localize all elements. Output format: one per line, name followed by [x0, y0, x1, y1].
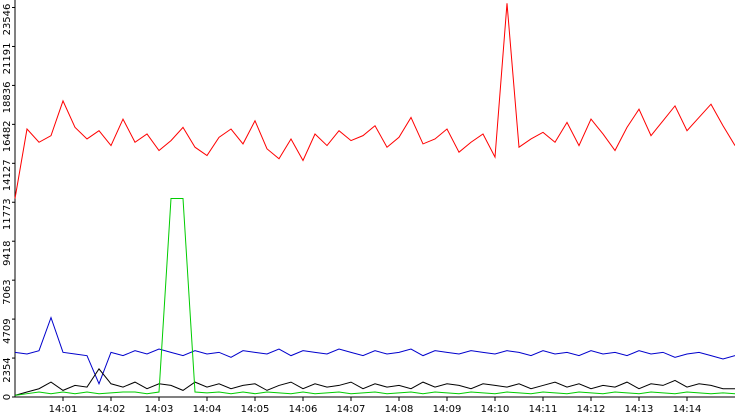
x-tick-label: 14:14: [673, 404, 702, 415]
x-tick-label: 14:12: [577, 404, 606, 415]
x-tick-label: 14:06: [289, 404, 318, 415]
y-tick-label: 7063: [2, 279, 13, 304]
y-tick-label: 21191: [2, 43, 13, 75]
x-tick-label: 14:07: [337, 404, 366, 415]
x-tick-label: 14:05: [241, 404, 270, 415]
y-tick-label: 0: [2, 394, 13, 400]
y-tick-label: 9418: [2, 240, 13, 265]
y-tick-label: 23546: [2, 4, 13, 36]
y-tick-label: 4709: [2, 318, 13, 343]
x-tick-label: 14:01: [49, 404, 78, 415]
x-tick-label: 14:08: [385, 404, 414, 415]
series-line: [14, 368, 735, 396]
x-tick-label: 14:11: [529, 404, 558, 415]
x-tick-label: 14:03: [145, 404, 174, 415]
x-tick-label: 14:10: [481, 404, 510, 415]
y-tick-label: 18836: [2, 82, 13, 114]
x-tick-label: 14:09: [433, 404, 462, 415]
x-tick-label: 14:02: [97, 404, 126, 415]
series-line: [14, 198, 735, 396]
x-tick-label: 14:04: [193, 404, 222, 415]
y-tick-label: 14127: [2, 159, 13, 191]
series-line: [14, 3, 735, 199]
x-tick-label: 14:13: [625, 404, 654, 415]
series-line: [14, 316, 735, 386]
y-tick-label: 2354: [2, 357, 13, 382]
y-tick-label: 11773: [2, 198, 13, 230]
y-tick-label: 16482: [2, 120, 13, 152]
